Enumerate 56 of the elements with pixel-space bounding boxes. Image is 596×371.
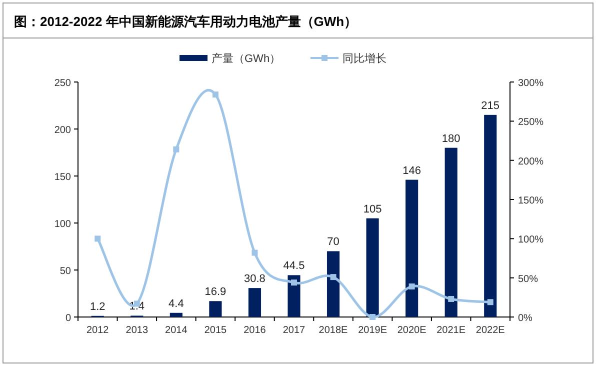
y-tick-label: 0 xyxy=(65,313,72,324)
point xyxy=(94,236,101,242)
x-tick-label: 2021E xyxy=(436,325,466,336)
x-tick-label: 2014 xyxy=(165,325,188,336)
y2-tick-label: 50% xyxy=(518,274,538,285)
x-tick-label: 2015 xyxy=(204,325,228,336)
point xyxy=(212,92,218,98)
data-label: 215 xyxy=(481,100,500,112)
data-label: 1.2 xyxy=(90,300,106,313)
y2-tick-label: 150% xyxy=(518,196,544,206)
data-label: 70 xyxy=(327,236,340,248)
bar xyxy=(288,275,300,317)
data-label: 4.4 xyxy=(168,298,184,310)
y2-tick-label: 300% xyxy=(518,78,544,89)
point xyxy=(252,250,258,256)
y-tick-label: 150 xyxy=(54,172,72,183)
bar xyxy=(444,148,458,317)
y2-tick-label: 250% xyxy=(518,117,544,128)
point xyxy=(291,280,297,286)
y-tick-label: 50 xyxy=(60,266,72,277)
data-label: 30.8 xyxy=(244,273,266,286)
point xyxy=(370,314,376,320)
y2-tick-label: 0% xyxy=(518,313,533,324)
data-label: 44.5 xyxy=(283,260,305,272)
y-tick-label: 100 xyxy=(54,219,72,230)
y2-tick-label: 100% xyxy=(518,234,544,246)
point xyxy=(487,299,494,306)
chart-title: 图：2012-2022 年中国新能源汽车用动力电池产量（GWh） xyxy=(14,14,358,29)
point xyxy=(408,283,415,290)
x-tick-label: 2018E xyxy=(318,325,348,336)
point xyxy=(448,296,454,302)
x-tick-label: 2012 xyxy=(86,325,110,336)
y-tick-label: 250 xyxy=(54,78,72,89)
bar xyxy=(248,288,262,317)
bar xyxy=(406,180,418,317)
data-label: 180 xyxy=(442,132,460,145)
bar xyxy=(326,251,340,317)
legend-label: 产量（GWh） xyxy=(212,52,281,65)
x-tick-label: 2016 xyxy=(244,325,266,336)
x-tick-label: 2017 xyxy=(282,325,306,336)
x-tick-label: 2013 xyxy=(126,325,148,336)
y-tick-label: 200 xyxy=(54,125,72,136)
point xyxy=(330,274,336,280)
data-label: 146 xyxy=(402,164,421,177)
y2-tick-label: 200% xyxy=(518,156,544,168)
data-label: 16.9 xyxy=(204,286,226,298)
bar xyxy=(209,301,222,317)
x-tick-label: 2022E xyxy=(476,325,506,336)
bar xyxy=(484,114,497,317)
point xyxy=(173,146,180,152)
x-tick-label: 2020E xyxy=(397,325,427,336)
x-tick-label: 2019E xyxy=(358,325,388,336)
bar xyxy=(366,218,379,317)
bar xyxy=(170,312,182,317)
legend-label: 同比增长 xyxy=(342,52,386,65)
data-label: 105 xyxy=(363,203,382,216)
